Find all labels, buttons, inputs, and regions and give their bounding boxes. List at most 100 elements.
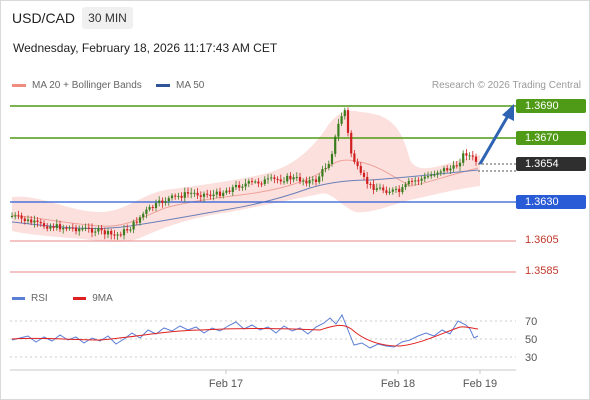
candle-body (154, 203, 158, 209)
rsi-ma-line (11, 324, 479, 347)
candle-body (151, 207, 154, 209)
candle-body (366, 176, 369, 184)
ma50-line (11, 169, 479, 230)
candle-body (276, 178, 279, 180)
candle-body (33, 220, 36, 223)
candle-body (161, 200, 164, 203)
candle-body (462, 153, 465, 163)
candle-body (30, 219, 33, 223)
current-price-label: 1.3654 (516, 157, 586, 171)
candle-body (420, 178, 423, 181)
candle-body (254, 181, 257, 183)
rsi-tick-50: 50 (525, 334, 537, 346)
candle-body (199, 195, 202, 197)
candle-body (206, 193, 209, 195)
candle-body (10, 215, 14, 217)
candle-body (266, 178, 270, 180)
candle-body (468, 155, 471, 157)
candle-body (222, 192, 225, 196)
legend-ma50: MA 50 (156, 80, 204, 91)
candle-body (238, 184, 241, 188)
candle-body (398, 188, 401, 193)
candle-body (90, 228, 94, 233)
candle-body (174, 195, 177, 197)
candle-body (145, 209, 148, 214)
symbol-label: USD/CAD (12, 10, 76, 26)
candle-body (247, 181, 250, 184)
candle-body (257, 181, 260, 184)
candle-body (103, 230, 106, 235)
candle-body (330, 153, 334, 164)
bollinger-band (12, 110, 480, 243)
candle-body (52, 226, 55, 228)
candle-body (17, 215, 20, 217)
candle-body (430, 174, 433, 177)
resistance-1-label: 1.3670 (516, 131, 586, 145)
rsi-tick-70: 70 (525, 316, 537, 328)
candle-body (417, 180, 420, 182)
candle-body (279, 179, 282, 182)
candle-body (231, 187, 234, 192)
candle-body (49, 226, 52, 229)
top-bar: USD/CAD 30 MIN (0, 0, 590, 34)
candle-body (158, 200, 161, 204)
candle-body (282, 181, 286, 183)
candle-body (455, 165, 458, 167)
rsi-legend: RSI 9MA (12, 293, 113, 304)
candle-body (298, 177, 302, 182)
candle-body (94, 231, 97, 233)
candle-body (404, 184, 407, 188)
candle-body (465, 153, 468, 156)
candle-body (442, 168, 446, 172)
candle-body (215, 191, 218, 195)
support-1-label: 1.3630 (516, 195, 586, 209)
candle-body (129, 229, 132, 231)
candle-body (292, 177, 295, 180)
candle-body (359, 166, 362, 173)
candle-body (346, 110, 350, 133)
candle-body (228, 190, 231, 192)
candle-body (423, 176, 426, 179)
candle-body (295, 177, 298, 179)
candle-body (193, 192, 196, 194)
candle-body (148, 207, 151, 210)
candle-body (394, 188, 398, 190)
candle-body (372, 184, 375, 190)
rsi-legend-label: RSI (31, 293, 48, 304)
candle-body (250, 181, 254, 183)
legend-ma50-swatch (156, 83, 170, 87)
candle-body (385, 190, 388, 193)
candle-body (167, 198, 170, 202)
candle-body (289, 175, 292, 180)
candle-body (356, 161, 359, 167)
candle-body (46, 226, 49, 229)
candle-body (327, 163, 330, 168)
candle-body (439, 171, 442, 173)
candle-body (260, 183, 263, 185)
candle-body (180, 195, 183, 198)
candle-body (410, 180, 414, 182)
candle-body (71, 227, 74, 229)
legend-bollinger: MA 20 + Bollinger Bands (12, 80, 142, 91)
candle-body (62, 227, 65, 230)
candle-body (308, 180, 311, 184)
candle-body (273, 177, 276, 179)
candle-body (196, 192, 199, 196)
candle-body (263, 179, 266, 184)
candle-body (474, 156, 478, 162)
candle-body (183, 192, 186, 198)
candle-body (74, 227, 78, 232)
candle-body (87, 227, 90, 229)
rsi-tick-30: 30 (525, 352, 537, 364)
candle-body (426, 176, 430, 178)
timeframe-tab[interactable]: 30 MIN (82, 7, 133, 29)
support-2-label: 1.3605 (525, 234, 559, 246)
candle-body (23, 218, 26, 222)
candle-body (311, 179, 314, 181)
candle-body (401, 187, 404, 193)
candle-body (202, 193, 206, 197)
candle-body (65, 227, 68, 229)
candle-body (382, 187, 385, 191)
candle-body (375, 188, 378, 190)
